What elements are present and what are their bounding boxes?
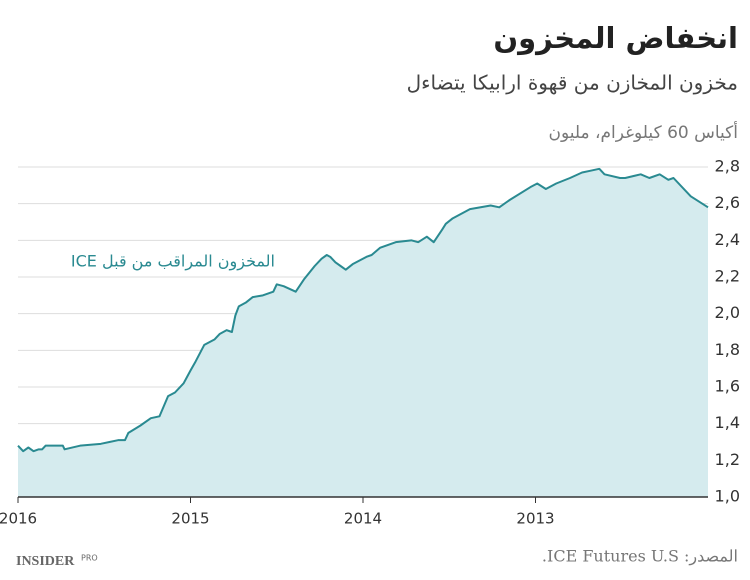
y-tick-label: 2,6	[715, 193, 740, 212]
y-tick-label: 1,2	[715, 450, 740, 469]
x-tick-label: 2014	[344, 510, 382, 528]
y-tick-label: 1,4	[715, 413, 740, 432]
series-line	[17, 167, 709, 453]
y-tick-label: 2,8	[715, 157, 740, 176]
logo-sub: PRO	[81, 554, 98, 563]
x-tick-label: 2015	[171, 510, 209, 528]
y-tick-label: 1,0	[715, 487, 740, 506]
y-tick-label: 2,2	[715, 267, 740, 286]
y-tick-label: 1,6	[715, 377, 740, 396]
source: المصدر: ICE Futures U.S.	[542, 547, 738, 566]
y-tick-label: 2,0	[715, 303, 740, 322]
y-tick-label: 1,8	[715, 340, 740, 359]
logo: INSIDER	[16, 554, 75, 569]
area-fill	[18, 168, 708, 498]
y-tick-label: 2,4	[715, 230, 740, 249]
y-axis-label: أكياس 60 كيلوغرام، مليون	[548, 121, 738, 143]
chart-subtitle: مخزون المخازن من قهوة ارابيكا يتضاءل	[407, 71, 738, 95]
x-tick-label: 2016	[0, 510, 37, 528]
series-label: المخزون المراقب من قبل ICE	[71, 252, 275, 272]
x-tick-label: 2013	[516, 510, 554, 528]
chart-title: انخفاض المخزون	[493, 21, 738, 55]
